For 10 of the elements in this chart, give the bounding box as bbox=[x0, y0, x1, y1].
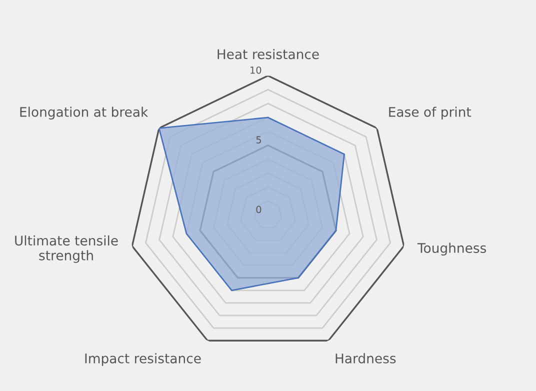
spoke-label: Ultimate tensile strength bbox=[15, 235, 118, 263]
spoke-label: Impact resistance bbox=[85, 353, 201, 366]
y-tick-label: 5 bbox=[256, 136, 261, 144]
spoke-label: Elongation at break bbox=[20, 106, 148, 120]
spoke-label: Hardness bbox=[336, 353, 396, 364]
spoke-label: Ease of print bbox=[389, 106, 472, 120]
spoke-label: Toughness bbox=[417, 242, 486, 256]
y-tick-label: 0 bbox=[256, 206, 262, 214]
y-tick-label: 10 bbox=[250, 66, 262, 74]
spoke-label: Heat resistance bbox=[218, 48, 319, 60]
